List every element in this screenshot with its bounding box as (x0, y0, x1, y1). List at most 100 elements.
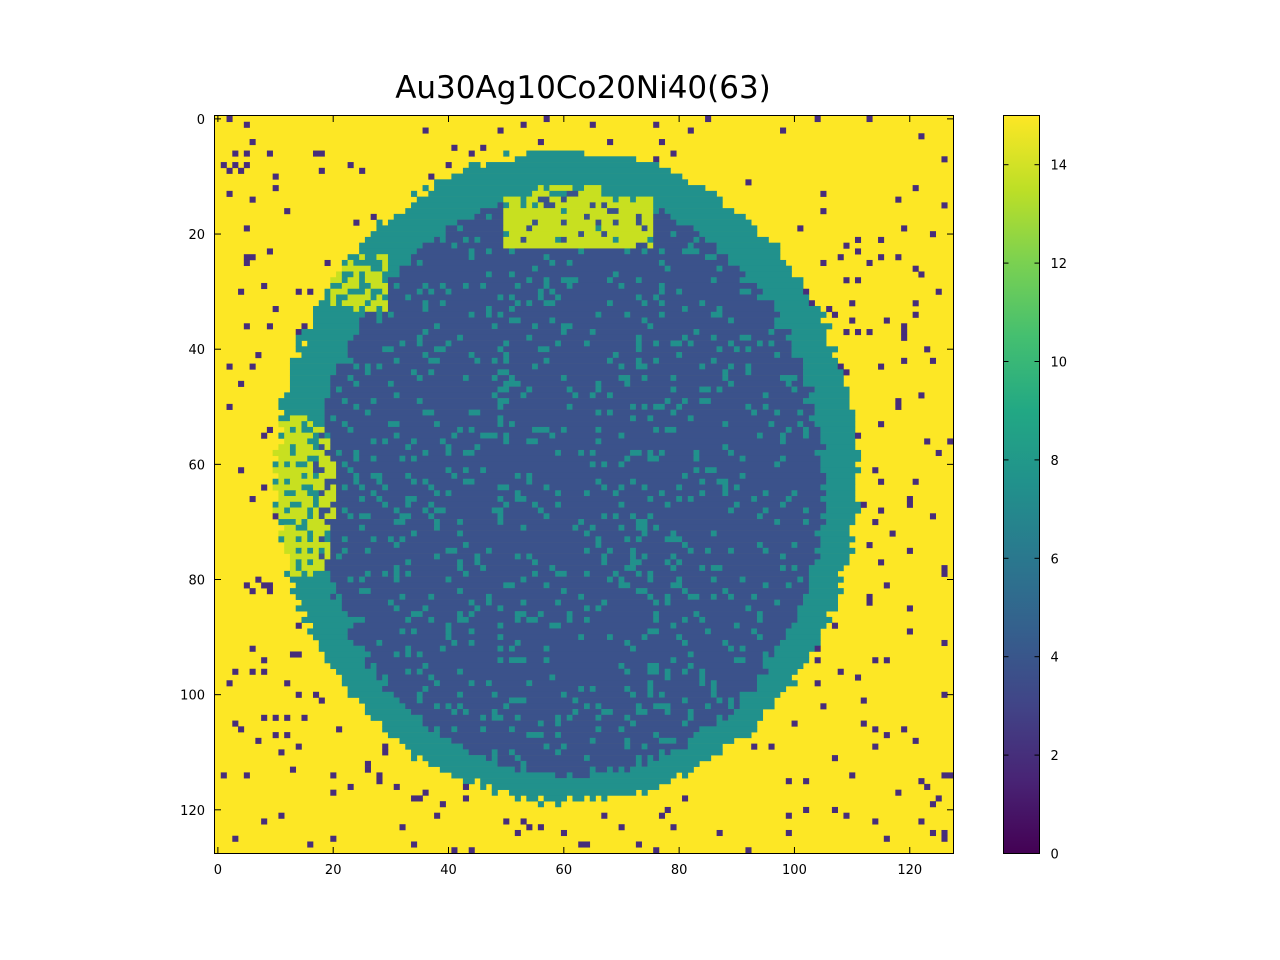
heatmap-cell-run (428, 593, 435, 600)
heatmap-cell-run (468, 162, 481, 169)
heatmap-cell-run (474, 352, 504, 359)
heatmap-cell-run (405, 559, 412, 566)
heatmap-cell-run (756, 634, 764, 641)
heatmap-cell-run (774, 352, 781, 359)
heatmap-cell-run (439, 680, 469, 687)
heatmap-cell-run (618, 196, 631, 203)
heatmap-cell-run (722, 386, 792, 393)
heatmap-cell-run (601, 795, 608, 802)
heatmap-cell-run (635, 709, 648, 716)
heatmap-cell-run (785, 829, 792, 837)
heatmap-cell-run (699, 363, 706, 370)
heatmap-cell-run (808, 392, 850, 399)
heatmap-cell-run (255, 352, 262, 359)
heatmap-cell-run (630, 455, 648, 462)
heatmap-cell-run (693, 714, 717, 721)
heatmap-cell-run (918, 271, 925, 278)
heatmap-cell-run (307, 570, 314, 577)
heatmap-cell-run (434, 421, 441, 428)
heatmap-cell-run (543, 513, 550, 520)
heatmap-cell-run (232, 150, 239, 157)
heatmap-cell-run (560, 720, 631, 727)
heatmap-cell-run (820, 432, 856, 439)
heatmap-cell-run (624, 565, 637, 572)
heatmap-cell-run (803, 599, 838, 606)
heatmap-cell-run (739, 455, 746, 462)
heatmap-cell-run (284, 478, 291, 485)
heatmap-cell-run (514, 582, 544, 589)
heatmap-cell-run (232, 835, 239, 842)
heatmap-cell-run (728, 340, 735, 347)
heatmap-cell-run (434, 409, 469, 416)
heatmap-cell-run (601, 478, 631, 485)
heatmap-cell-run (682, 588, 689, 595)
heatmap-cell-run (676, 634, 683, 641)
heatmap-cell-run (364, 311, 377, 318)
heatmap-cell-run (514, 749, 556, 756)
heatmap-cell-run (543, 645, 550, 652)
heatmap-cell-run (658, 357, 712, 364)
heatmap-cell-run (607, 766, 614, 773)
heatmap-cell-run (272, 732, 279, 739)
heatmap-cell-run (751, 593, 758, 600)
heatmap-cell-run (382, 686, 423, 693)
heatmap-cell-run (612, 392, 764, 399)
heatmap-cell-run (457, 691, 464, 698)
heatmap-cell-run (929, 801, 937, 808)
heatmap-cell-run (416, 259, 423, 267)
heatmap-cell-run (566, 190, 579, 197)
heatmap-cell-run (387, 282, 395, 290)
heatmap-cell-run (705, 668, 769, 675)
heatmap-cell-run (895, 398, 902, 405)
heatmap-cell-run (803, 369, 844, 376)
heatmap-cell-run (359, 380, 389, 387)
heatmap-cell-run (555, 317, 642, 324)
heatmap-cell-run (330, 547, 343, 554)
heatmap-cell-run (451, 726, 458, 733)
heatmap-cell-run (762, 611, 798, 618)
heatmap-cell-run (699, 455, 740, 462)
heatmap-cell-run (353, 576, 360, 583)
heatmap-cell-run (716, 357, 804, 364)
heatmap-cell-run (497, 709, 573, 716)
heatmap-cell-run (451, 634, 498, 641)
heatmap-cell-run (370, 213, 377, 220)
heatmap-cell-run (664, 806, 671, 813)
heatmap-cell-run (618, 271, 746, 278)
heatmap-cell-run (756, 294, 810, 301)
heatmap-cell-run (739, 703, 775, 710)
heatmap-cell-run (445, 438, 504, 445)
heatmap-cell-run (549, 657, 671, 664)
heatmap-cell-run (411, 709, 452, 716)
heatmap-cell-run (618, 432, 625, 439)
heatmap-cell-run (480, 565, 487, 572)
heatmap-cell-run (560, 829, 568, 837)
heatmap-cell-run (503, 242, 637, 249)
heatmap-cell-run (820, 438, 856, 445)
heatmap-cell-run (411, 755, 418, 762)
heatmap-cell-run (676, 530, 712, 537)
heatmap-cell-run (601, 542, 683, 549)
heatmap-cell-run (416, 369, 429, 376)
heatmap-cell-run (641, 300, 648, 307)
heatmap-cell-run (439, 703, 446, 710)
heatmap-cell-run (313, 467, 325, 474)
heatmap-cell-run (814, 386, 850, 393)
heatmap-cell-run (676, 409, 752, 416)
heatmap-cell-run (364, 306, 377, 313)
heatmap-cell-run (878, 559, 885, 566)
heatmap-cell-run (382, 363, 533, 370)
heatmap-cell-run (687, 127, 694, 134)
heatmap-cell-run (814, 680, 821, 687)
heatmap-cell-run (393, 392, 400, 399)
heatmap-cell-run (411, 501, 429, 508)
heatmap-cell-run (532, 363, 539, 370)
heatmap-cell-run (601, 231, 608, 238)
heatmap-cell-run (480, 444, 723, 451)
heatmap-cell-run (457, 530, 464, 537)
heatmap-cell-run (462, 691, 493, 698)
heatmap-cell-run (295, 593, 331, 600)
heatmap-cell-run (532, 553, 602, 560)
heatmap-cell-run (762, 582, 769, 589)
